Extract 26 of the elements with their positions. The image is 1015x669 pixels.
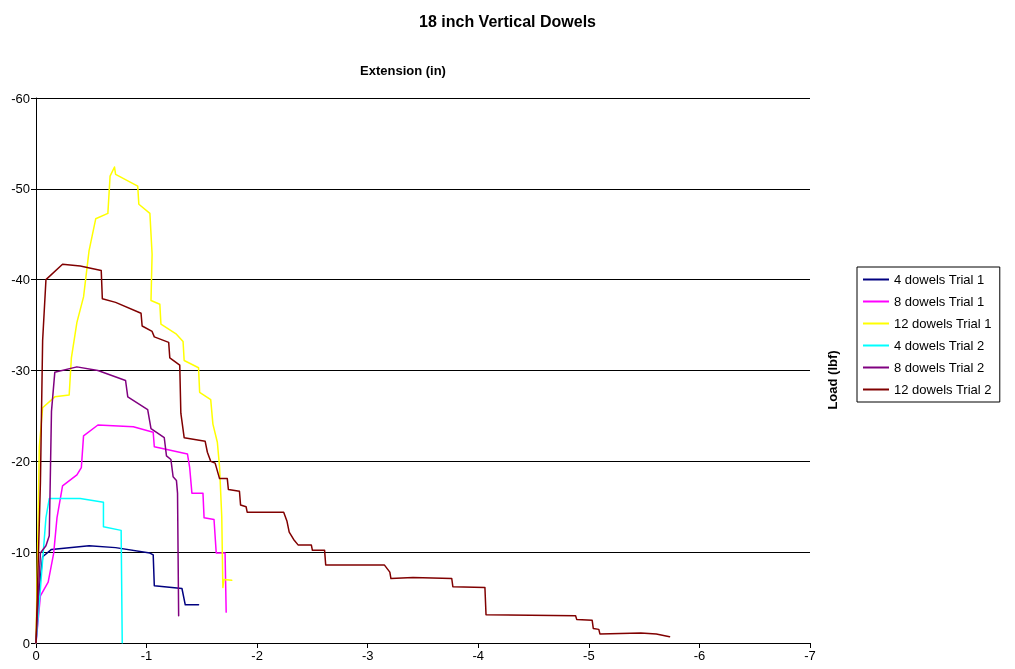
chart-title: 18 inch Vertical Dowels xyxy=(419,12,597,30)
x-tick-label: -2 xyxy=(251,648,263,663)
x-tick-label: -1 xyxy=(140,648,153,663)
legend-label: 8 dowels Trial 1 xyxy=(894,294,985,309)
x-tick-label: -7 xyxy=(804,648,816,663)
y-tick-label: -30 xyxy=(11,363,30,378)
legend-label: 12 dowels Trial 2 xyxy=(894,382,992,397)
line-series xyxy=(35,263,671,644)
y-tick-label: -10 xyxy=(11,544,30,560)
legend-label: 12 dowels Trial 1 xyxy=(894,316,992,331)
legend-label: 4 dowels Trial 1 xyxy=(894,272,985,287)
legend-label: 8 dowels Trial 2 xyxy=(894,360,985,375)
y-tick-label: 0 xyxy=(22,635,30,651)
x-tick-label: -6 xyxy=(693,648,706,663)
y-axis-title: Load (lbf) xyxy=(824,350,840,410)
x-tick-label: 0 xyxy=(32,648,40,663)
x-axis-title: Extension (in) xyxy=(360,63,446,78)
line-series xyxy=(35,497,123,644)
x-tick-label: -3 xyxy=(361,648,374,663)
y-tick-label: -20 xyxy=(11,453,30,469)
legend-label: 4 dowels Trial 2 xyxy=(894,338,985,353)
y-tick-label: -40 xyxy=(11,272,30,288)
x-tick-label: -5 xyxy=(583,648,595,663)
x-tick-label: -4 xyxy=(472,648,485,663)
y-tick-label: -50 xyxy=(11,181,30,197)
y-tick-label: -60 xyxy=(11,90,30,106)
